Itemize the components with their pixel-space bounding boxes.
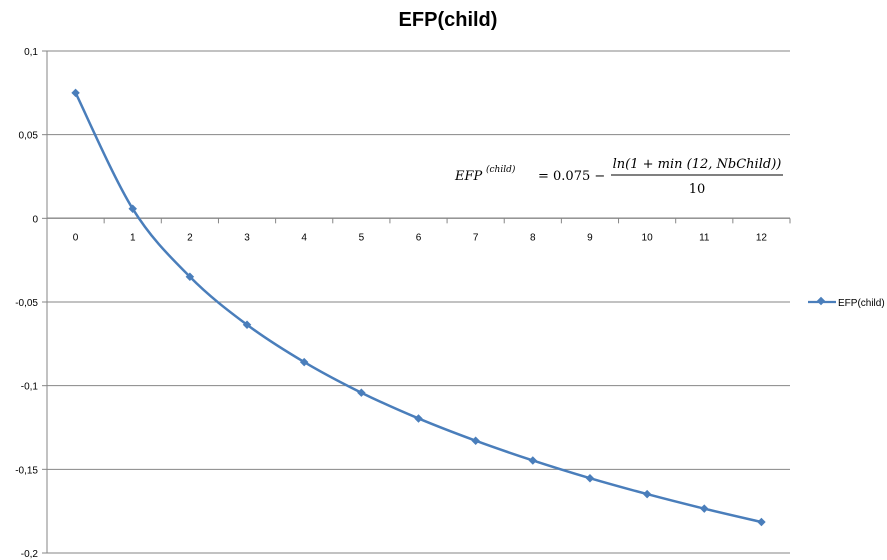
x-tick-label: 11: [699, 232, 710, 243]
x-tick-label: 1: [130, 232, 136, 243]
formula-equals: = 0.075 −: [538, 169, 605, 184]
x-tick-label: 7: [473, 232, 479, 243]
x-tick-label: 4: [301, 232, 307, 243]
x-tick-label: 0: [73, 232, 79, 243]
data-point-marker: [185, 272, 195, 281]
data-point-marker: [528, 456, 538, 465]
gridlines: [42, 50, 790, 554]
data-point-marker: [642, 489, 652, 499]
series-group: [71, 88, 766, 527]
formula-denominator: 10: [689, 182, 706, 197]
x-tick-label: 6: [416, 232, 422, 243]
data-point-marker: [242, 320, 252, 329]
x-tick-label: 2: [187, 232, 193, 243]
data-point-marker: [700, 504, 709, 513]
data-point-marker: [471, 436, 480, 445]
legend: EFP(child): [808, 296, 885, 309]
legend-marker-swatch: [816, 296, 826, 306]
data-point-marker: [585, 473, 595, 483]
y-axis-tick-labels: 0,1 0,05 0 -0,05 -0,1 -0,15 -0,2: [15, 47, 38, 560]
chart-title: EFP(child): [399, 9, 498, 31]
x-tick-label: 3: [244, 232, 250, 243]
data-point-marker: [128, 204, 137, 214]
y-tick-label: 0,05: [19, 131, 39, 142]
formula-numerator: ln(1 + min (12, NbChild)): [613, 157, 782, 172]
data-point-marker: [414, 414, 423, 423]
x-tick-label: 12: [756, 232, 768, 243]
formula-lhs-base: EFP: [454, 169, 483, 184]
y-tick-label: 0,1: [24, 47, 38, 58]
data-point-marker: [757, 517, 766, 527]
y-tick-label: -0,15: [15, 465, 38, 476]
y-tick-label: -0,2: [21, 549, 39, 560]
x-tick-label: 10: [642, 232, 654, 243]
x-axis-ticks: 0 1 2 3 4 5 6 7 8 9 10 11 12: [46, 218, 791, 243]
x-tick-label: 9: [587, 232, 593, 243]
y-tick-label: 0: [32, 214, 38, 225]
data-point-marker: [71, 88, 80, 98]
y-tick-label: -0,05: [15, 298, 38, 309]
x-tick-label: 8: [530, 232, 536, 243]
formula-annotation: EFP (child) = 0.075 − ln(1 + min (12, Nb…: [454, 157, 783, 197]
series-line: [74, 92, 762, 524]
data-point-marker: [357, 388, 366, 397]
x-tick-label: 5: [359, 232, 365, 243]
legend-entry-label: EFP(child): [838, 298, 885, 309]
y-tick-label: -0,1: [21, 382, 39, 393]
data-point-marker: [299, 357, 309, 367]
formula-lhs-sup: (child): [486, 164, 516, 175]
